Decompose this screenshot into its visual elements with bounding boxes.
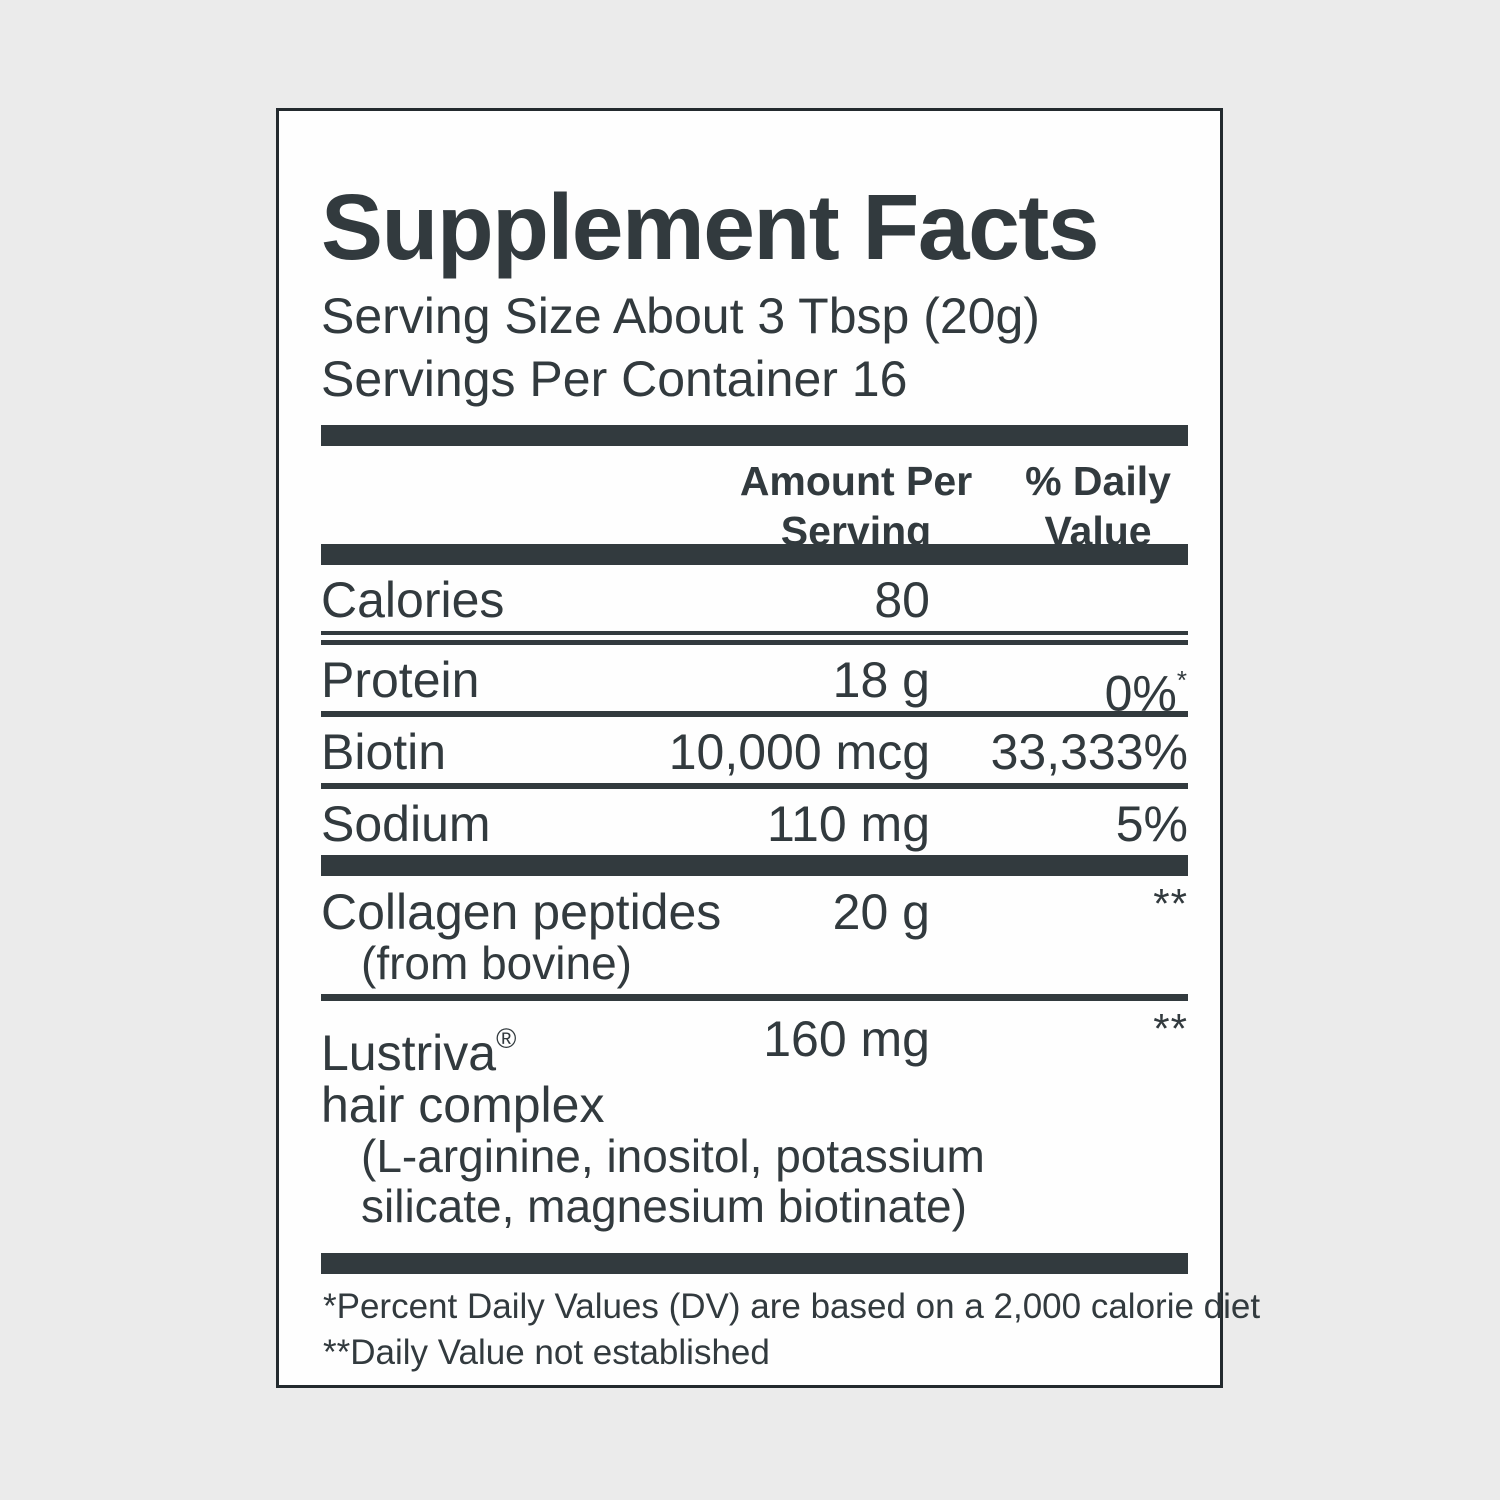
nutrient-daily-value: 5% <box>1115 796 1188 853</box>
nutrient-amount: 110 mg <box>766 796 930 853</box>
thick-rule-bottom <box>321 1253 1188 1275</box>
registered-trademark-symbol: ® <box>496 1023 517 1055</box>
row-rule <box>321 711 1188 718</box>
ingredient-name: Lustriva® <box>321 1023 517 1082</box>
table-row-protein: Protein 18 g 0%* <box>321 645 1188 721</box>
nutrient-name: Biotin <box>321 724 447 781</box>
ingredient-components-note: (L-arginine, inositol, potassium <box>361 1130 985 1183</box>
nutrient-amount: 10,000 mcg <box>668 724 930 781</box>
ingredient-name-line2: hair complex <box>321 1077 605 1134</box>
ingredient-source-note: (from bovine) <box>361 937 632 990</box>
ingredient-name: Collagen peptides <box>321 884 722 941</box>
thick-rule-middle <box>321 855 1188 877</box>
double-asterisk-marker: ** <box>1153 880 1188 928</box>
table-row-sodium: Sodium 110 mg 5% <box>321 789 1188 855</box>
nutrient-amount: 18 g <box>832 652 930 709</box>
table-row-calories: Calories 80 <box>321 565 1188 631</box>
servings-per-container-text: Servings Per Container 16 <box>321 351 908 408</box>
ingredient-amount: 160 mg <box>763 1011 930 1068</box>
asterisk-marker: * <box>1176 665 1188 696</box>
amount-per-serving-header: Amount Per Serving <box>739 458 973 555</box>
row-rule <box>321 994 1188 1002</box>
percent-daily-value-header: % Daily Value <box>1025 458 1171 555</box>
nutrient-daily-value: 0%* <box>1104 665 1188 722</box>
nutrient-name: Calories <box>321 572 505 629</box>
thick-rule-header <box>321 544 1188 566</box>
supplement-facts-panel: Supplement Facts Serving Size About 3 Tb… <box>276 108 1261 1388</box>
table-row-collagen-peptides: Collagen peptides 20 g ** (from bovine) <box>321 876 1188 994</box>
nutrient-daily-value: 33,333% <box>990 724 1188 781</box>
double-rule <box>321 631 1188 646</box>
thick-rule-top <box>321 425 1188 447</box>
footnote-dv-not-established: **Daily Value not established <box>323 1333 770 1373</box>
table-row-lustriva-hair-complex: Lustriva® 160 mg ** hair complex (L-argi… <box>321 1001 1188 1237</box>
table-row-biotin: Biotin 10,000 mcg 33,333% <box>321 717 1188 783</box>
nutrient-amount: 80 <box>874 572 930 629</box>
footnote-daily-values: *Percent Daily Values (DV) are based on … <box>323 1287 1261 1327</box>
ingredient-amount: 20 g <box>832 884 930 941</box>
double-asterisk-marker: ** <box>1153 1005 1188 1053</box>
nutrient-name: Protein <box>321 652 480 709</box>
row-rule <box>321 783 1188 790</box>
serving-size-text: Serving Size About 3 Tbsp (20g) <box>321 288 1040 345</box>
label-title: Supplement Facts <box>321 175 1100 279</box>
footnotes: *Percent Daily Values (DV) are based on … <box>321 1284 1261 1376</box>
nutrient-name: Sodium <box>321 796 491 853</box>
column-header-row: Amount Per Serving % Daily Value <box>321 446 1188 554</box>
ingredient-components-note: silicate, magnesium biotinate) <box>361 1180 967 1233</box>
